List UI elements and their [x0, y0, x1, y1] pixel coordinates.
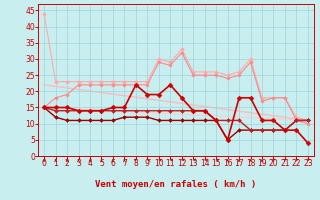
- X-axis label: Vent moyen/en rafales ( km/h ): Vent moyen/en rafales ( km/h ): [95, 180, 257, 189]
